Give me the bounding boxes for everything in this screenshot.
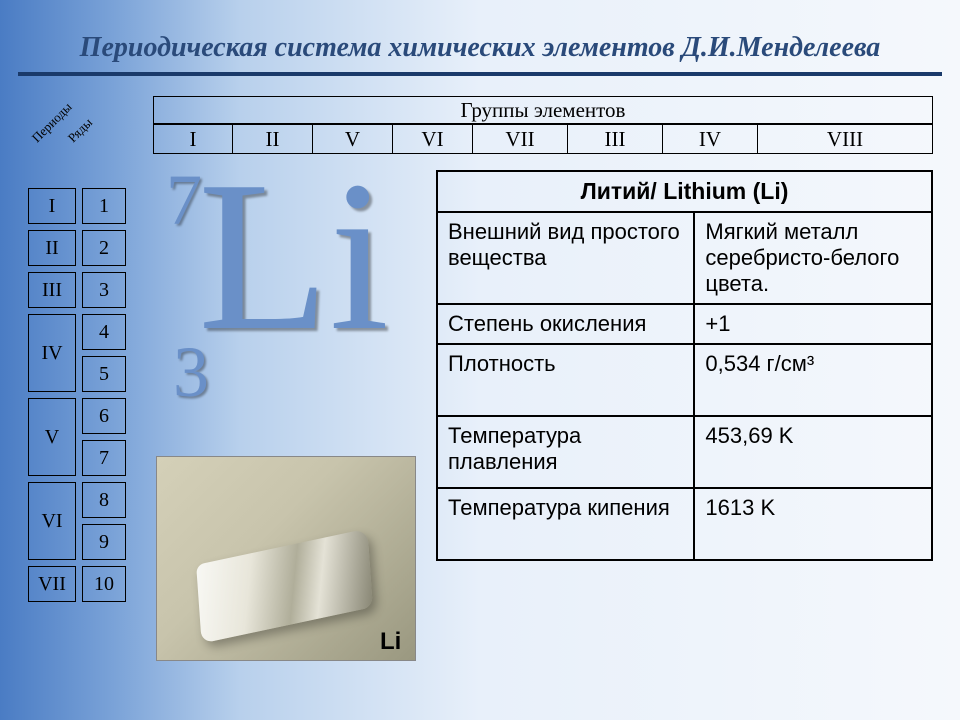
info-table-title: Литий/ Lithium (Li) — [437, 171, 932, 212]
period-cell: II — [28, 230, 76, 266]
group-header: III — [568, 124, 663, 154]
period-cell: VI — [28, 482, 76, 560]
mass-number: 7 — [166, 164, 202, 236]
row-cell: 8 — [82, 482, 126, 518]
groups-title: Группы элементов — [153, 96, 933, 124]
info-row: Температура кипения1613 K — [437, 488, 932, 560]
period-cell: IV — [28, 314, 76, 392]
photo-label: Li — [380, 628, 401, 656]
row-cell: 1 — [82, 188, 126, 224]
title-underline — [18, 72, 942, 76]
page-title: Периодическая система химических элемент… — [0, 32, 960, 68]
info-val: 1613 K — [694, 488, 932, 560]
row-cell: 3 — [82, 272, 126, 308]
row-cell: 9 — [82, 524, 126, 560]
row-cell: 6 — [82, 398, 126, 434]
content-area: Периоды Ряды Группы элементов IIIVVIVIII… — [28, 96, 938, 676]
row-cell: 2 — [82, 230, 126, 266]
info-val: Мягкий металл серебристо-белого цвета. — [694, 212, 932, 304]
info-prop: Внешний вид простого вещества — [437, 212, 694, 304]
info-prop: Плотность — [437, 344, 694, 416]
rows-axis-label: Ряды — [65, 115, 96, 146]
info-val: 0,534 г/см³ — [694, 344, 932, 416]
info-val: +1 — [694, 304, 932, 344]
row-cell: 4 — [82, 314, 126, 350]
info-prop: Степень окисления — [437, 304, 694, 344]
info-row: Степень окисления+1 — [437, 304, 932, 344]
info-prop: Температура плавления — [437, 416, 694, 488]
atomic-number: 3 — [173, 336, 209, 408]
period-cell: III — [28, 272, 76, 308]
group-header: VI — [393, 124, 473, 154]
info-row: Плотность0,534 г/см³ — [437, 344, 932, 416]
group-header: VIII — [758, 124, 933, 154]
info-prop: Температура кипения — [437, 488, 694, 560]
period-cell: VII — [28, 566, 76, 602]
element-photo — [156, 456, 416, 661]
info-val: 453,69 K — [694, 416, 932, 488]
row-cell: 10 — [82, 566, 126, 602]
info-row: Температура плавления453,69 K — [437, 416, 932, 488]
period-cell: I — [28, 188, 76, 224]
info-row: Внешний вид простого веществаМягкий мета… — [437, 212, 932, 304]
info-table: Литий/ Lithium (Li) Внешний вид простого… — [436, 170, 933, 561]
period-cell: V — [28, 398, 76, 476]
element-symbol: Li — [198, 148, 389, 363]
group-header: IV — [663, 124, 758, 154]
row-cell: 5 — [82, 356, 126, 392]
row-cell: 7 — [82, 440, 126, 476]
group-header: VII — [473, 124, 568, 154]
